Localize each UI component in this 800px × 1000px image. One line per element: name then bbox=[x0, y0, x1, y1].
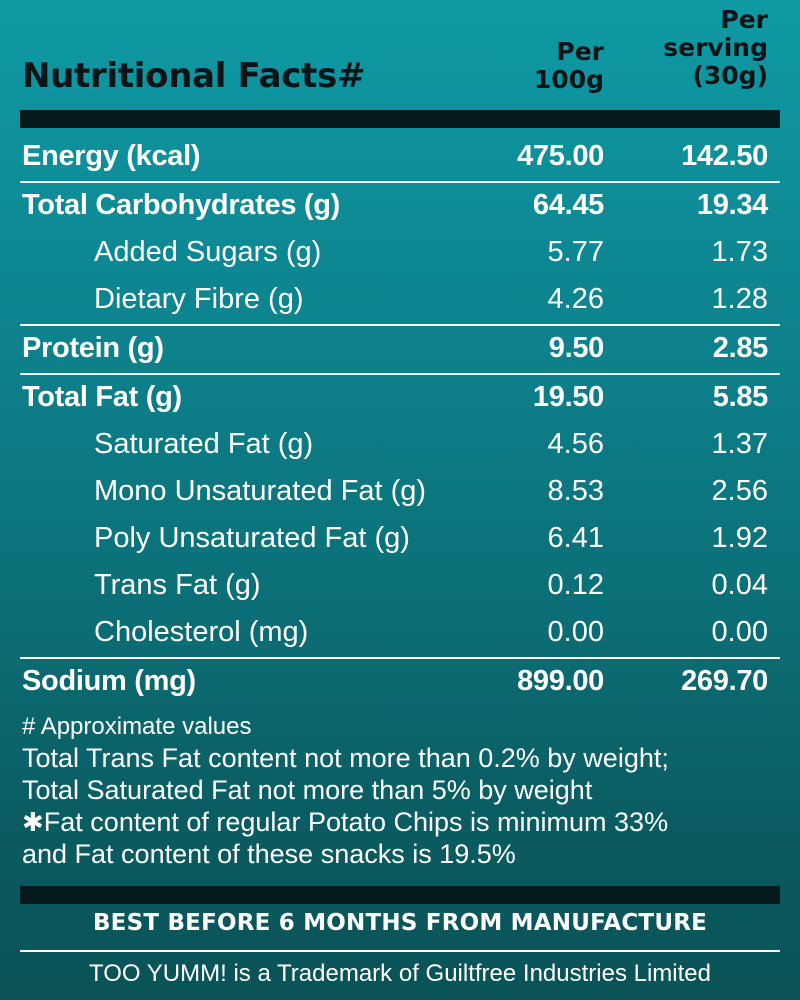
nutrition-rows: Energy (kcal) 475.00 142.50 Total Carbohydr… bbox=[0, 134, 800, 706]
nutrient-row: Energy (kcal) 475.00 142.50 bbox=[0, 134, 800, 181]
header-divider-bar bbox=[20, 110, 780, 128]
nutrient-row: Trans Fat (g) 0.12 0.04 bbox=[0, 563, 800, 610]
nutrient-label: Energy (kcal) bbox=[22, 140, 201, 172]
value-per-serving: 1.37 bbox=[711, 428, 768, 460]
value-per-100g: 0.12 bbox=[547, 569, 604, 601]
value-per-serving: 1.73 bbox=[711, 236, 768, 268]
nutrient-row: Mono Unsaturated Fat (g) 8.53 2.56 bbox=[0, 469, 800, 516]
nutrition-title: Nutritional Facts# bbox=[22, 56, 366, 96]
value-per-serving: 5.85 bbox=[712, 381, 769, 413]
value-per-serving: 2.85 bbox=[712, 332, 769, 364]
nutrient-row: Sodium (mg) 899.00 269.70 bbox=[0, 659, 800, 706]
nutrient-label: Sodium (mg) bbox=[22, 665, 196, 697]
value-per-serving: 1.92 bbox=[711, 522, 768, 554]
row-divider bbox=[20, 181, 780, 183]
value-per-100g: 0.00 bbox=[547, 616, 604, 648]
value-per-100g: 9.50 bbox=[548, 332, 605, 364]
value-per-serving: 142.50 bbox=[681, 140, 768, 172]
value-per-100g: 4.56 bbox=[547, 428, 604, 460]
footer-divider-bar bbox=[20, 886, 780, 904]
table-header: Nutritional Facts# Per 100g Per serving … bbox=[0, 0, 800, 110]
column-header-per-100g-line1: Per bbox=[556, 37, 604, 66]
value-per-serving: 1.28 bbox=[711, 283, 768, 315]
nutrient-row: Total Fat (g) 19.50 5.85 bbox=[0, 375, 800, 422]
value-per-serving: 0.00 bbox=[711, 616, 768, 648]
footer-rule bbox=[20, 950, 780, 952]
best-before-text: BEST BEFORE 6 MONTHS FROM MANUFACTURE bbox=[92, 910, 708, 936]
note-fat-content-line1: Fat content of regular Potato Chips is m… bbox=[43, 807, 669, 837]
nutrient-row: Cholesterol (mg) 0.00 0.00 bbox=[0, 610, 800, 657]
nutrient-label: Saturated Fat (g) bbox=[94, 428, 314, 460]
nutrient-label: Protein (g) bbox=[22, 332, 164, 364]
value-per-100g: 64.45 bbox=[532, 189, 604, 221]
row-divider bbox=[20, 657, 780, 659]
value-per-100g: 899.00 bbox=[517, 665, 604, 697]
column-header-per-serving-line2: serving bbox=[663, 33, 768, 62]
nutrient-row: Dietary Fibre (g) 4.26 1.28 bbox=[0, 277, 800, 324]
note-trans-fat: Total Trans Fat content not more than 0.… bbox=[22, 743, 669, 773]
value-per-serving: 2.56 bbox=[711, 475, 768, 507]
column-header-per-100g: Per 100g bbox=[534, 38, 604, 94]
nutrient-label: Trans Fat (g) bbox=[94, 569, 261, 601]
value-per-100g: 19.50 bbox=[532, 381, 604, 413]
nutrient-label: Cholesterol (mg) bbox=[94, 616, 309, 648]
nutrient-row: Total Carbohydrates (g) 64.45 19.34 bbox=[0, 183, 800, 230]
value-per-100g: 475.00 bbox=[517, 140, 604, 172]
nutrient-label: Dietary Fibre (g) bbox=[94, 283, 304, 315]
nutrient-label: Total Carbohydrates (g) bbox=[22, 189, 341, 221]
value-per-serving: 19.34 bbox=[696, 189, 768, 221]
nutrient-row: Poly Unsaturated Fat (g) 6.41 1.92 bbox=[0, 516, 800, 563]
note-approximate-values: # Approximate values bbox=[22, 713, 252, 740]
value-per-100g: 8.53 bbox=[547, 475, 604, 507]
value-per-serving: 269.70 bbox=[681, 665, 768, 697]
note-saturated-fat: Total Saturated Fat not more than 5% by … bbox=[22, 775, 593, 805]
value-per-100g: 6.41 bbox=[547, 522, 604, 554]
value-per-100g: 4.26 bbox=[547, 283, 604, 315]
nutrient-label: Added Sugars (g) bbox=[94, 236, 322, 268]
note-fat-content: ✱Fat content of regular Potato Chips is … bbox=[22, 806, 782, 838]
nutrient-row: Protein (g) 9.50 2.85 bbox=[0, 326, 800, 373]
nutrient-label: Total Fat (g) bbox=[22, 381, 182, 413]
row-divider bbox=[20, 373, 780, 375]
column-header-per-serving: Per serving (30g) bbox=[663, 6, 768, 90]
nutrient-row: Added Sugars (g) 5.77 1.73 bbox=[0, 230, 800, 277]
value-per-100g: 5.77 bbox=[547, 236, 604, 268]
trademark-text: TOO YUMM! is a Trademark of Guiltfree In… bbox=[89, 960, 711, 987]
value-per-serving: 0.04 bbox=[711, 569, 768, 601]
column-header-per-serving-line3: (30g) bbox=[692, 61, 768, 90]
asterisk-icon: ✱ bbox=[22, 807, 44, 837]
note-fat-content-line2: and Fat content of these snacks is 19.5% bbox=[22, 839, 516, 869]
nutrient-label: Mono Unsaturated Fat (g) bbox=[94, 475, 427, 507]
nutrient-row: Saturated Fat (g) 4.56 1.37 bbox=[0, 422, 800, 469]
row-divider bbox=[20, 324, 780, 326]
column-header-per-100g-line2: 100g bbox=[533, 65, 604, 94]
footnotes: # Approximate values Total Trans Fat con… bbox=[22, 712, 782, 870]
column-header-per-serving-line1: Per bbox=[720, 5, 768, 34]
nutrient-label: Poly Unsaturated Fat (g) bbox=[94, 522, 410, 554]
